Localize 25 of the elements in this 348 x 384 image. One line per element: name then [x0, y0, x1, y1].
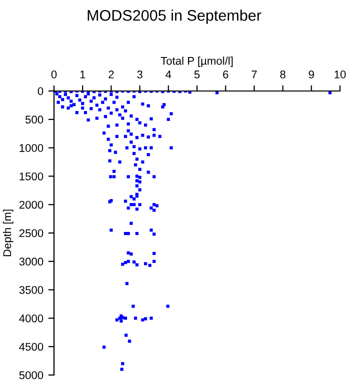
y-tick-label: 500 [25, 116, 44, 124]
y-tick-label: 0 [38, 87, 44, 96]
y-tick-label: 1000 [20, 144, 44, 152]
x-tick-label: 0 [51, 70, 57, 78]
y-tick-label: 1500 [20, 172, 44, 180]
x-tick-label: 6 [223, 70, 228, 78]
y-tick-label: 4000 [19, 314, 44, 322]
x-axis-title: Total P [µmol/l] [160, 56, 233, 67]
chart-title: MODS2005 in September [88, 10, 262, 24]
x-tick-label: 8 [280, 70, 286, 78]
x-tick-label: 5 [194, 70, 200, 78]
x-tick-label: 1 [80, 70, 86, 78]
x-tick-label: 9 [308, 70, 314, 78]
x-tick-label: 3 [137, 70, 142, 78]
y-tick-label: 3500 [19, 286, 44, 294]
x-tick-label: 4 [166, 70, 172, 78]
y-tick-label: 5000 [19, 371, 44, 380]
x-tick-label: 10 [334, 70, 346, 78]
y-tick-label: 2000 [19, 200, 44, 209]
y-tick-label: 3000 [19, 258, 44, 266]
x-tick-label: 7 [252, 70, 257, 78]
y-tick-label: 2500 [19, 229, 44, 238]
x-tick-label: 2 [108, 70, 114, 78]
y-tick-label: 4500 [19, 342, 44, 351]
y-axis-title: Depth [m] [2, 210, 14, 256]
